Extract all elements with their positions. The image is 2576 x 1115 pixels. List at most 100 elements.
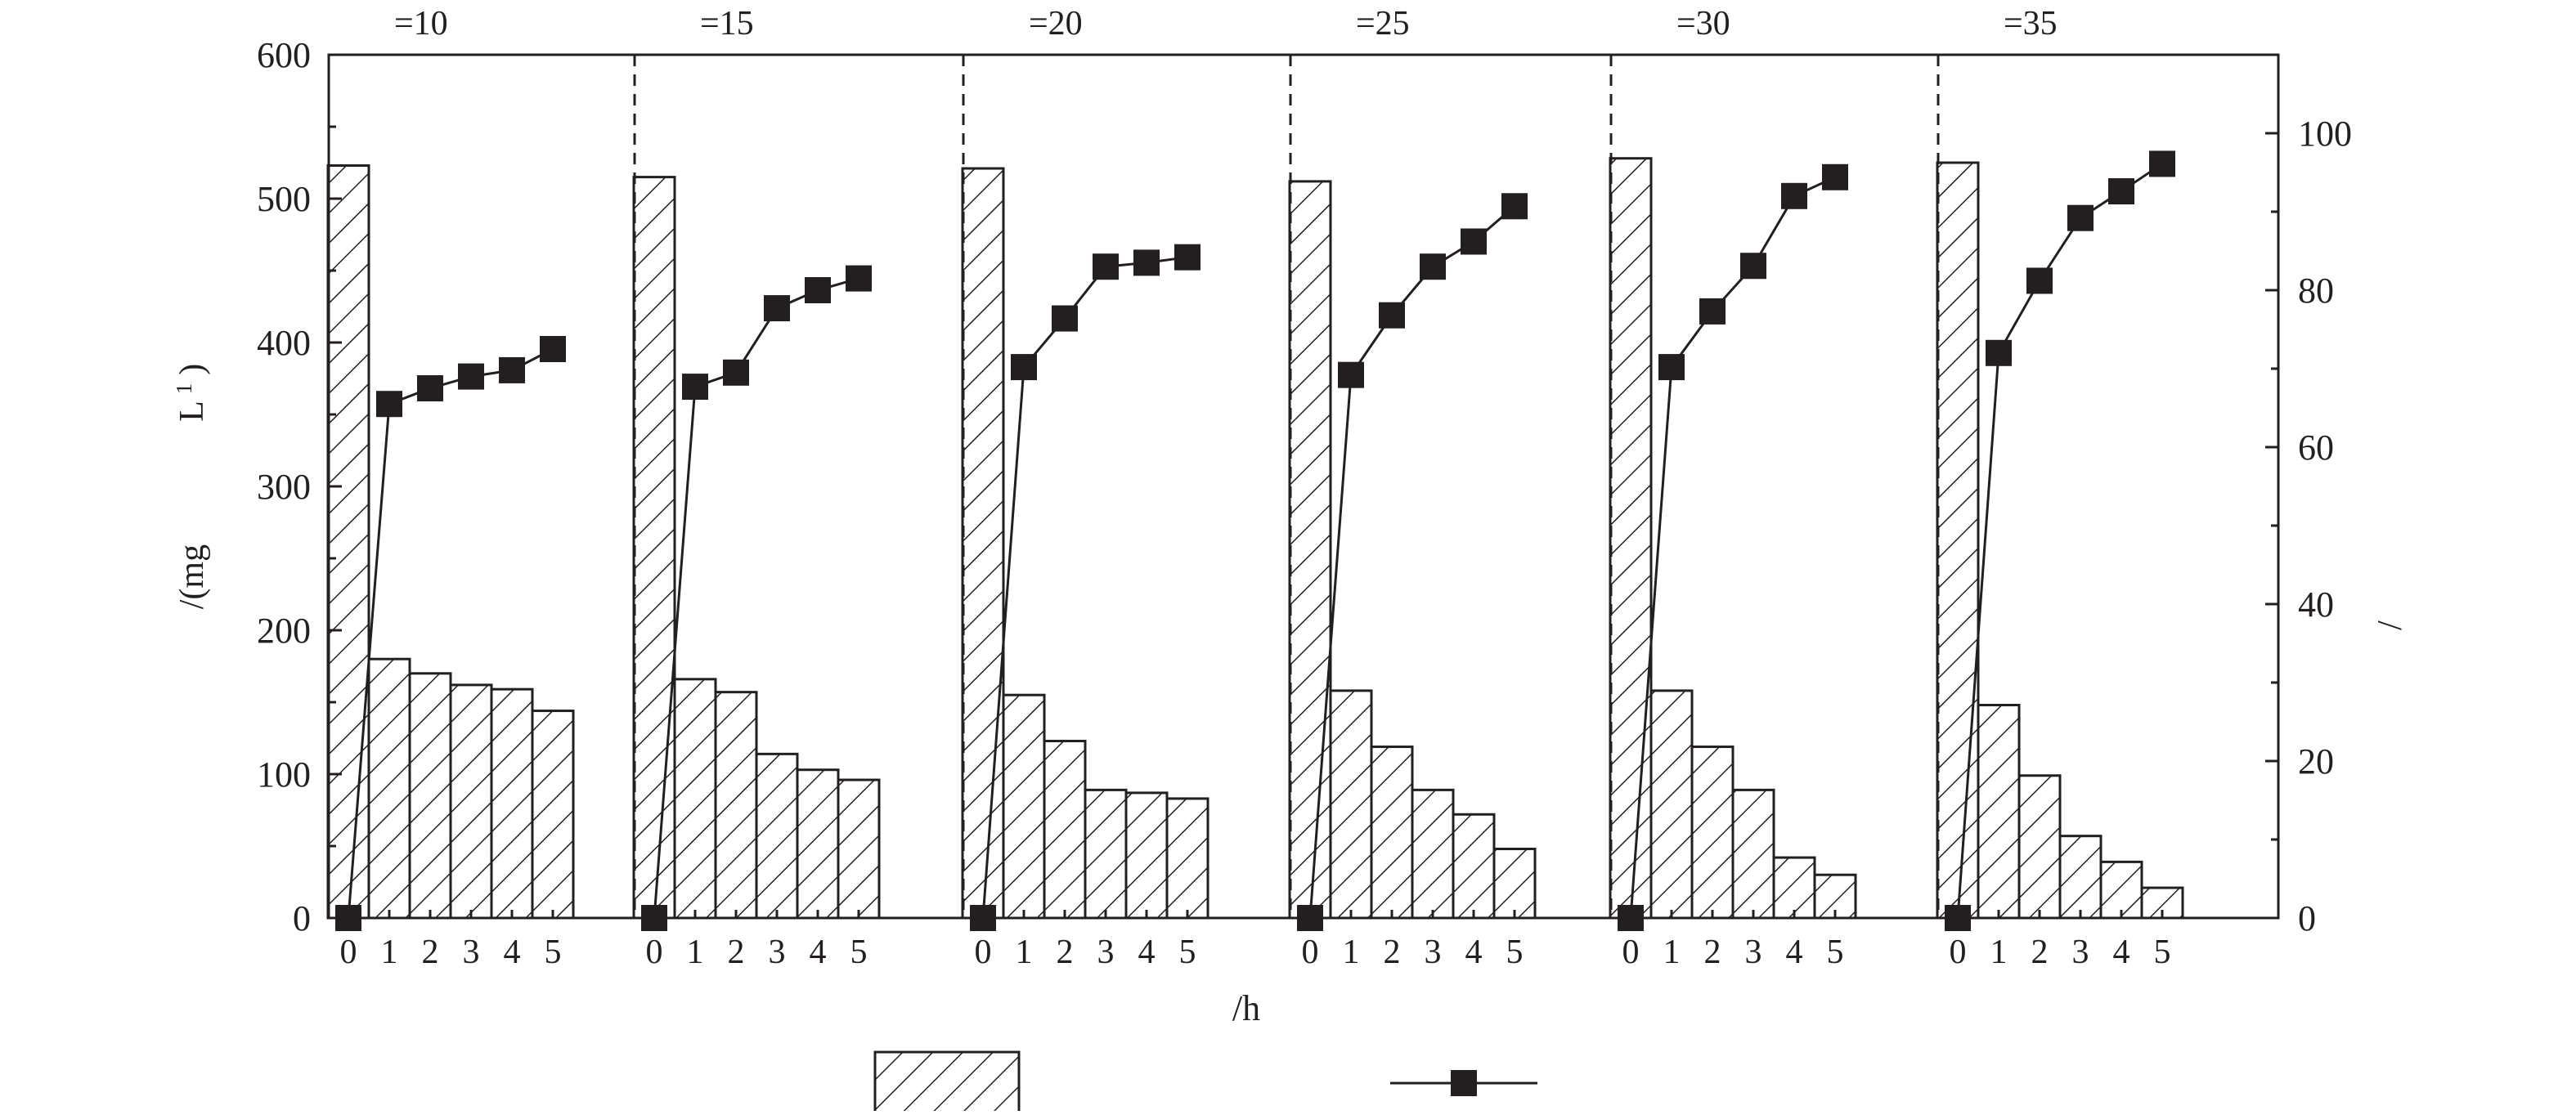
line-point-panel3-cat3 xyxy=(1093,253,1119,280)
x-tick-label-panel5-1: 1 xyxy=(1663,934,1681,971)
left-axis-label-part3: ) xyxy=(173,364,211,375)
left-tick-label-200: 200 xyxy=(257,611,311,651)
left-axis-label-part2: L xyxy=(173,401,211,422)
line-point-panel6-cat3 xyxy=(2067,204,2094,231)
bar-panel2-cat2 xyxy=(714,691,758,920)
right-tick-label-40: 40 xyxy=(2298,584,2334,625)
left-tick-label-400: 400 xyxy=(257,323,311,363)
line-point-panel5-cat3 xyxy=(1740,253,1766,280)
line-point-panel1-cat4 xyxy=(499,356,525,383)
panel-title-4: =25 xyxy=(1356,5,1410,43)
bar-layer xyxy=(326,157,2184,920)
line-point-panel2-cat2 xyxy=(723,359,749,386)
bar-panel2-cat0 xyxy=(632,176,676,920)
bar-panel5-cat1 xyxy=(1649,689,1694,920)
x-tick-label-panel2-0: 0 xyxy=(646,934,663,971)
x-tick-label-panel3-3: 3 xyxy=(1097,934,1115,971)
line-point-panel5-cat5 xyxy=(1822,163,1848,190)
bar-panel4-cat2 xyxy=(1370,746,1414,920)
line-point-panel4-cat5 xyxy=(1501,193,1528,220)
bar-panel5-cat4 xyxy=(1772,856,1816,920)
bar-panel2-cat1 xyxy=(673,678,717,920)
bar-panel3-cat0 xyxy=(961,167,1005,920)
x-tick-label-panel6-2: 2 xyxy=(2031,934,2049,971)
line-point-panel2-cat4 xyxy=(805,277,831,303)
bar-panel1-cat2 xyxy=(408,672,452,920)
bar-panel6-cat3 xyxy=(2058,835,2103,920)
line-point-panel3-cat2 xyxy=(1052,305,1078,332)
line-point-panel2-cat1 xyxy=(682,374,708,401)
bar-panel3-cat4 xyxy=(1124,791,1169,920)
bar-panel4-cat1 xyxy=(1329,689,1373,920)
bar-panel6-cat4 xyxy=(2099,860,2143,920)
x-tick-label-panel5-4: 4 xyxy=(1786,934,1803,971)
x-tick-label-panel1-3: 3 xyxy=(463,934,480,971)
bar-panel1-cat3 xyxy=(449,683,493,920)
bar-panel4-cat3 xyxy=(1411,788,1455,920)
x-axis-label: /h xyxy=(1232,988,1260,1028)
left-tick-label-0: 0 xyxy=(293,898,311,938)
panel-title-3: =20 xyxy=(1029,5,1083,43)
legend xyxy=(873,1050,1537,1114)
bar-panel2-cat3 xyxy=(755,752,799,920)
line-point-panel6-cat4 xyxy=(2108,178,2134,205)
line-point-panel3-cat5 xyxy=(1174,244,1200,271)
bar-panel5-cat3 xyxy=(1731,788,1775,920)
x-tick-label-panel5-3: 3 xyxy=(1745,934,1762,971)
panel-title-1: =10 xyxy=(394,5,448,43)
line-point-panel2-cat5 xyxy=(846,265,872,292)
x-tick-label-panel4-1: 1 xyxy=(1343,934,1360,971)
x-tick-label-panel4-2: 2 xyxy=(1384,934,1401,971)
left-tick-label-100: 100 xyxy=(257,755,311,795)
bar-panel1-cat1 xyxy=(367,657,411,920)
line-point-panel6-cat1 xyxy=(1986,339,2012,366)
bar-panel1-cat4 xyxy=(490,687,534,920)
x-tick-label-panel2-5: 5 xyxy=(850,934,868,971)
bar-panel3-cat5 xyxy=(1165,797,1209,920)
right-tick-label-60: 60 xyxy=(2298,428,2334,468)
left-tick-label-500: 500 xyxy=(257,179,311,219)
line-point-panel2-cat3 xyxy=(764,295,790,322)
line-point-panel5-cat2 xyxy=(1699,298,1726,325)
left-axis-label-part1: /(mg xyxy=(173,544,211,609)
x-tick-label-panel6-5: 5 xyxy=(2154,934,2171,971)
bar-panel4-cat5 xyxy=(1492,848,1537,920)
x-tick-label-panel6-3: 3 xyxy=(2072,934,2089,971)
x-tick-label-panel6-1: 1 xyxy=(1990,934,2008,971)
x-tick-label-panel2-1: 1 xyxy=(687,934,704,971)
panel-title-layer: =10 =15 =20 =25 =30 =35 xyxy=(394,5,2058,43)
bar-panel6-cat2 xyxy=(2017,774,2062,920)
x-tick-label-panel1-4: 4 xyxy=(504,934,521,971)
bar-panel2-cat4 xyxy=(796,768,840,920)
bar-panel5-cat2 xyxy=(1690,746,1735,920)
x-tick-label-panel3-4: 4 xyxy=(1138,934,1156,971)
bar-panel5-cat0 xyxy=(1609,157,1653,920)
legend-square-marker xyxy=(1451,1070,1477,1096)
bar-panel6-cat0 xyxy=(1936,161,1980,920)
bar-panel3-cat3 xyxy=(1084,788,1128,920)
x-tick-label-panel5-0: 0 xyxy=(1622,934,1640,971)
line-layer xyxy=(347,163,2163,919)
x-tick-label-panel4-0: 0 xyxy=(1302,934,1319,971)
x-tick-label-panel5-5: 5 xyxy=(1827,934,1844,971)
x-tick-label-panel3-5: 5 xyxy=(1179,934,1196,971)
line-point-panel1-cat2 xyxy=(417,375,443,401)
line-point-panel1-cat1 xyxy=(376,391,402,418)
line-point-panel4-cat4 xyxy=(1461,228,1487,255)
left-tick-label-600: 600 xyxy=(257,35,311,75)
line-point-panel3-cat4 xyxy=(1133,249,1160,276)
left-axis: 0 100 200 300 400 500 600 xyxy=(257,35,342,938)
x-tick-label-panel3-1: 1 xyxy=(1016,934,1033,971)
x-tick-label-panel3-2: 2 xyxy=(1057,934,1074,971)
bar-panel2-cat5 xyxy=(837,778,881,920)
x-tick-label-panel2-4: 4 xyxy=(810,934,827,971)
line-point-panel3-cat1 xyxy=(1011,354,1037,381)
right-tick-label-100: 100 xyxy=(2298,114,2352,154)
right-axis: 0 20 40 60 80 100 xyxy=(2265,53,2352,938)
x-tick-label-panel1-0: 0 xyxy=(340,934,357,971)
bar-panel3-cat2 xyxy=(1043,740,1087,920)
right-tick-label-20: 20 xyxy=(2298,741,2334,781)
line-point-panel4-cat1 xyxy=(1338,361,1364,388)
x-tick-label-panel5-2: 2 xyxy=(1704,934,1721,971)
